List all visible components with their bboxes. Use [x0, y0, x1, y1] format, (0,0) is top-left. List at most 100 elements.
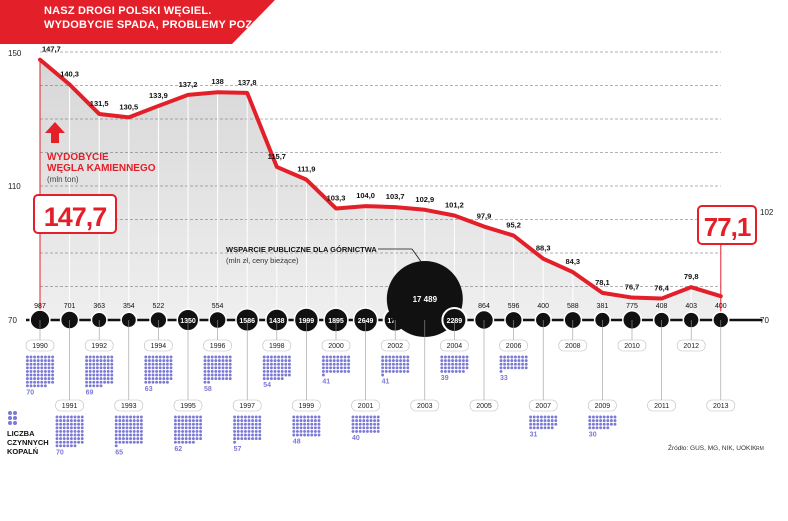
mine-dot [121, 422, 125, 426]
mine-dot [399, 355, 403, 359]
mine-dot [181, 437, 185, 441]
mine-dot [203, 362, 207, 366]
mine-dot [251, 429, 255, 433]
mine-dot [62, 429, 66, 433]
mine-dot [132, 433, 136, 437]
mine-dot [139, 415, 143, 419]
mine-dot [287, 359, 291, 363]
mine-dot [69, 415, 73, 419]
mine-dot [129, 433, 133, 437]
mine-dot [521, 359, 525, 363]
mine-dot [258, 429, 262, 433]
mine-dot [40, 355, 44, 359]
mine-dot [362, 419, 366, 423]
mine-dot [262, 377, 266, 381]
year-pill [173, 399, 203, 412]
mine-dot [106, 369, 110, 373]
mine-dot [162, 369, 166, 373]
mine-dot [51, 369, 55, 373]
mine-dot [203, 366, 207, 370]
mine-dot [399, 359, 403, 363]
mine-dot [184, 433, 188, 437]
mine-dot [254, 429, 258, 433]
mine-dot [284, 366, 288, 370]
mine-dot [114, 419, 118, 423]
year-pill [203, 339, 232, 352]
mine-dot [103, 359, 107, 363]
mine-dot [136, 440, 140, 444]
mine-dot [203, 373, 207, 377]
production-value-label: 115,7 [268, 152, 286, 161]
mine-dot [461, 355, 465, 359]
mine-dot [262, 359, 266, 363]
mine-dot [373, 419, 377, 423]
mine-dot [395, 355, 399, 359]
mine-dot [144, 373, 148, 377]
mine-dot [151, 369, 155, 373]
mine-dot [384, 362, 388, 366]
mine-dot [517, 362, 521, 366]
mine-dot [240, 422, 244, 426]
mine-dot [313, 415, 317, 419]
mine-dot [66, 422, 70, 426]
mine-dot [210, 359, 214, 363]
mine-dot [524, 359, 528, 363]
mine-dot [365, 419, 369, 423]
mine-dot [95, 377, 99, 381]
mine-dot [217, 369, 221, 373]
mine-dot [287, 373, 291, 377]
mine-dot [110, 366, 114, 370]
mine-dot [43, 377, 47, 381]
mine-dot [85, 384, 89, 388]
year-label: 2009 [595, 403, 611, 410]
production-value-label: 103,7 [386, 192, 405, 201]
mine-dot [129, 429, 133, 433]
mine-dot [155, 377, 159, 381]
subsidy-value-label: 775 [626, 303, 638, 310]
mine-dot [284, 373, 288, 377]
mine-dot [106, 362, 110, 366]
mine-dot [329, 362, 333, 366]
mine-dot [506, 359, 510, 363]
mine-dot [310, 426, 314, 430]
mine-dot [33, 384, 37, 388]
mine-dot [118, 433, 122, 437]
mine-dot [85, 369, 89, 373]
mine-dot [132, 419, 136, 423]
mine-dot [217, 373, 221, 377]
mine-dot [443, 362, 447, 366]
mine-dot [199, 422, 203, 426]
mine-dot [233, 419, 237, 423]
mine-dot [325, 362, 329, 366]
mine-dot [402, 355, 406, 359]
mine-dot [266, 355, 270, 359]
mine-dot [184, 429, 188, 433]
mine-dot [77, 429, 81, 433]
header-title: NASZ DROGI POLSKI WĘGIEL. WYDOBYCIE SPAD… [44, 4, 297, 32]
mine-dot [165, 380, 169, 384]
mine-dot [258, 415, 262, 419]
production-value-label: 130,5 [119, 102, 138, 111]
mine-dot [55, 440, 59, 444]
mine-dot [336, 366, 340, 370]
mine-dot [524, 355, 528, 359]
mine-dot [321, 359, 325, 363]
mine-dot [243, 415, 247, 419]
mine-dot [221, 355, 225, 359]
mine-dot [158, 362, 162, 366]
mine-dot [169, 355, 173, 359]
mine-dot [118, 422, 122, 426]
mine-dot [221, 373, 225, 377]
mine-dot [195, 422, 199, 426]
production-value-label: 102,9 [415, 195, 434, 204]
mine-dot [69, 440, 73, 444]
mine-dot [499, 362, 503, 366]
mine-dot [310, 422, 314, 426]
mine-dot [358, 415, 362, 419]
mine-dot [147, 373, 151, 377]
year-pill [380, 339, 410, 352]
mine-dot [29, 380, 33, 384]
mine-dot [77, 415, 81, 419]
year-label: 1990 [32, 343, 48, 350]
